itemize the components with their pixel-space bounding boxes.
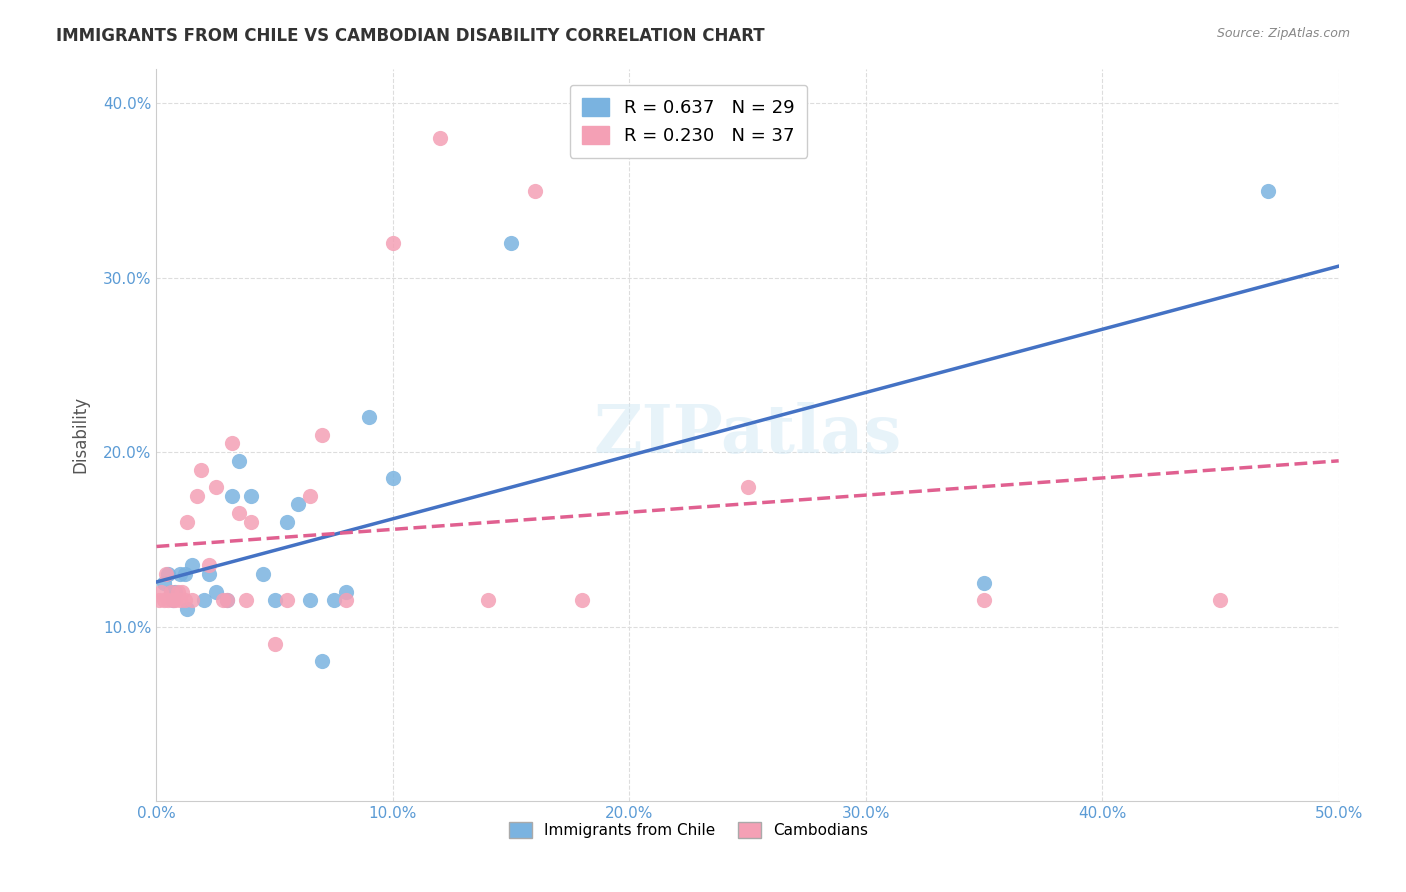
Point xyxy=(193,593,215,607)
Point xyxy=(165,593,187,607)
Point xyxy=(204,480,226,494)
Point xyxy=(228,454,250,468)
Point xyxy=(335,584,357,599)
Legend: Immigrants from Chile, Cambodians: Immigrants from Chile, Cambodians xyxy=(503,816,875,845)
Point xyxy=(197,558,219,573)
Point xyxy=(176,602,198,616)
Point xyxy=(169,593,191,607)
Point xyxy=(211,593,233,607)
Point xyxy=(165,584,187,599)
Point xyxy=(221,489,243,503)
Point xyxy=(150,584,173,599)
Point xyxy=(172,584,194,599)
Point xyxy=(322,593,344,607)
Point xyxy=(181,593,204,607)
Point xyxy=(299,593,322,607)
Point xyxy=(240,515,263,529)
Point xyxy=(477,593,499,607)
Point xyxy=(162,593,184,607)
Point xyxy=(173,567,195,582)
Point xyxy=(204,584,226,599)
Point xyxy=(186,489,208,503)
Point xyxy=(276,515,298,529)
Text: Source: ZipAtlas.com: Source: ZipAtlas.com xyxy=(1216,27,1350,40)
Point xyxy=(381,235,404,250)
Point xyxy=(737,480,759,494)
Point xyxy=(335,593,357,607)
Point xyxy=(311,427,333,442)
Point xyxy=(311,654,333,668)
Point xyxy=(228,506,250,520)
Point xyxy=(217,593,239,607)
Point xyxy=(276,593,298,607)
Point xyxy=(973,575,995,590)
Point xyxy=(299,489,322,503)
Point xyxy=(181,558,204,573)
Point xyxy=(152,575,174,590)
Point xyxy=(240,489,263,503)
Text: IMMIGRANTS FROM CHILE VS CAMBODIAN DISABILITY CORRELATION CHART: IMMIGRANTS FROM CHILE VS CAMBODIAN DISAB… xyxy=(56,27,765,45)
Point xyxy=(429,131,451,145)
Point xyxy=(501,235,523,250)
Point xyxy=(157,593,180,607)
Point xyxy=(176,515,198,529)
Point xyxy=(157,567,180,582)
Point xyxy=(263,593,285,607)
Point xyxy=(155,567,177,582)
Point xyxy=(166,584,188,599)
Point xyxy=(287,498,309,512)
Point xyxy=(162,593,184,607)
Point xyxy=(190,462,212,476)
Point xyxy=(169,567,191,582)
Point xyxy=(173,593,195,607)
Y-axis label: Disability: Disability xyxy=(72,396,89,474)
Point xyxy=(359,410,381,425)
Point xyxy=(1257,184,1279,198)
Point xyxy=(381,471,404,485)
Point xyxy=(1209,593,1232,607)
Point xyxy=(221,436,243,450)
Point xyxy=(235,593,257,607)
Point xyxy=(252,567,274,582)
Point xyxy=(159,584,181,599)
Point xyxy=(263,637,285,651)
Text: ZIPatlas: ZIPatlas xyxy=(593,402,901,467)
Point xyxy=(217,593,239,607)
Point xyxy=(973,593,995,607)
Point xyxy=(159,584,181,599)
Point xyxy=(148,593,170,607)
Point xyxy=(523,184,546,198)
Point xyxy=(571,593,593,607)
Point xyxy=(197,567,219,582)
Point xyxy=(152,593,174,607)
